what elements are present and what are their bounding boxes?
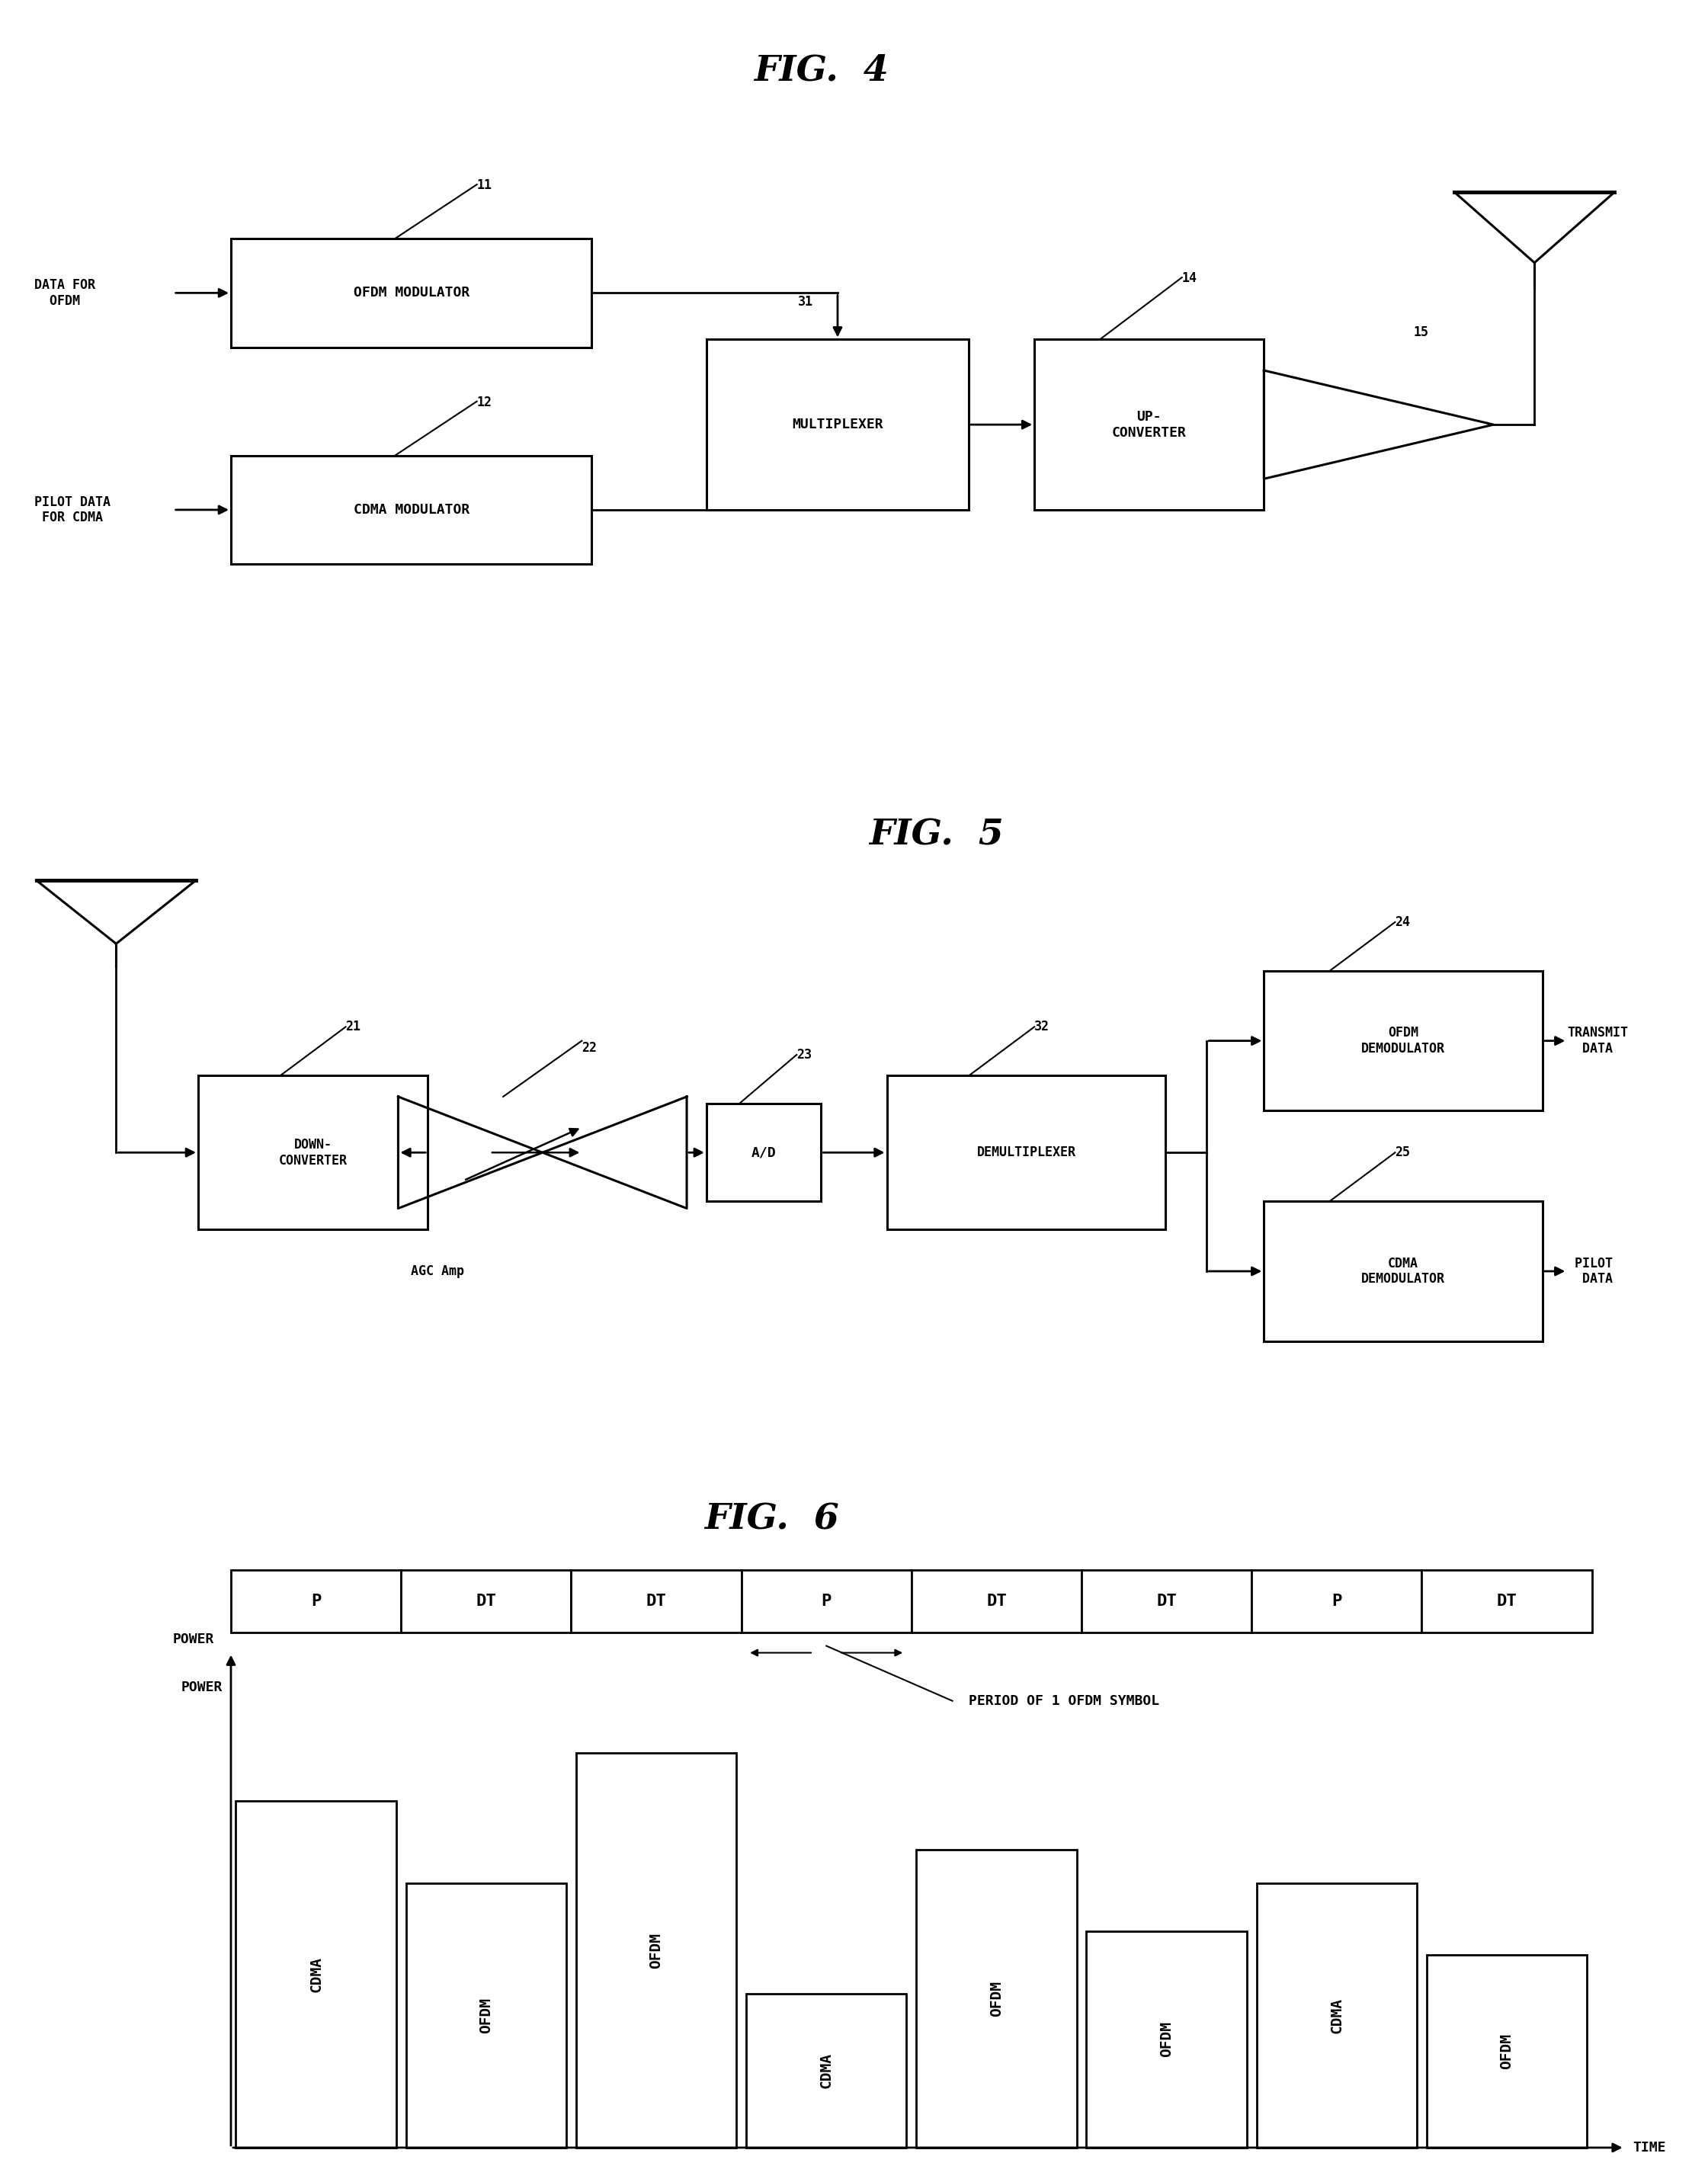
Text: 11: 11	[477, 179, 492, 192]
Text: POWER: POWER	[173, 1632, 215, 1645]
Text: P: P	[822, 1593, 832, 1608]
Text: PILOT DATA
 FOR CDMA: PILOT DATA FOR CDMA	[34, 495, 111, 524]
Text: DT: DT	[477, 1593, 497, 1608]
Text: CDMA: CDMA	[1329, 1997, 1344, 2034]
Bar	[570, 1571, 741, 1632]
Text: DOWN-
CONVERTER: DOWN- CONVERTER	[278, 1137, 347, 1167]
Bar	[231, 1571, 401, 1632]
Bar	[231, 456, 591, 565]
Text: OFDM
DEMODULATOR: OFDM DEMODULATOR	[1361, 1026, 1445, 1056]
Bar	[1426, 1955, 1587, 2147]
Text: DT: DT	[1496, 1593, 1517, 1608]
Text: TIME: TIME	[1633, 2141, 1665, 2154]
Text: CDMA MODULATOR: CDMA MODULATOR	[354, 504, 470, 517]
Text: FIG.  6: FIG. 6	[705, 1501, 839, 1536]
Bar	[746, 1994, 907, 2147]
Text: MULTIPLEXER: MULTIPLEXER	[793, 417, 883, 432]
Bar	[915, 1850, 1076, 2147]
Text: OFDM: OFDM	[989, 1981, 1004, 2016]
Bar	[741, 1571, 912, 1632]
Text: FIG.  4: FIG. 4	[753, 52, 888, 87]
Text: 22: 22	[582, 1041, 598, 1054]
Bar	[1252, 1571, 1421, 1632]
Text: DT: DT	[1156, 1593, 1177, 1608]
Text: 23: 23	[796, 1047, 811, 1063]
Text: 15: 15	[1413, 325, 1428, 340]
Text: OFDM: OFDM	[1500, 2034, 1513, 2069]
Text: 31: 31	[798, 295, 813, 308]
Text: 32: 32	[1035, 1021, 1050, 1034]
Text: CDMA
DEMODULATOR: CDMA DEMODULATOR	[1361, 1257, 1445, 1285]
Bar	[198, 1076, 427, 1228]
Text: P: P	[1332, 1593, 1342, 1608]
Text: PILOT
  DATA: PILOT DATA	[1568, 1257, 1612, 1285]
Text: 25: 25	[1395, 1146, 1411, 1159]
Text: PERIOD OF 1 OFDM SYMBOL: PERIOD OF 1 OFDM SYMBOL	[968, 1693, 1160, 1709]
Text: OFDM: OFDM	[1160, 2021, 1173, 2058]
Bar	[1035, 340, 1264, 511]
Bar	[1264, 1202, 1542, 1342]
Text: P: P	[311, 1593, 321, 1608]
Text: DT: DT	[986, 1593, 1006, 1608]
Bar	[1421, 1571, 1592, 1632]
Bar	[236, 1800, 396, 2147]
Bar	[231, 238, 591, 347]
Text: 24: 24	[1395, 916, 1411, 930]
Bar	[1081, 1571, 1252, 1632]
Text: TRANSMIT
  DATA: TRANSMIT DATA	[1568, 1026, 1628, 1056]
Bar	[707, 1104, 822, 1202]
Bar	[401, 1571, 570, 1632]
Text: POWER: POWER	[181, 1680, 222, 1693]
Bar	[886, 1076, 1165, 1228]
Text: 12: 12	[477, 395, 492, 410]
Text: AGC Amp: AGC Amp	[412, 1263, 465, 1279]
Text: DT: DT	[646, 1593, 666, 1608]
Text: A/D: A/D	[752, 1146, 775, 1159]
Text: 21: 21	[345, 1021, 360, 1034]
Text: UP-
CONVERTER: UP- CONVERTER	[1112, 410, 1187, 439]
Text: DATA FOR
  OFDM: DATA FOR OFDM	[34, 277, 96, 308]
Text: 14: 14	[1182, 271, 1197, 286]
Text: OFDM: OFDM	[649, 1933, 663, 1968]
Text: DEMULTIPLEXER: DEMULTIPLEXER	[977, 1146, 1076, 1159]
Text: OFDM: OFDM	[478, 1997, 494, 2034]
Bar	[407, 1883, 567, 2147]
Text: OFDM MODULATOR: OFDM MODULATOR	[354, 286, 470, 299]
Text: CDMA: CDMA	[820, 2053, 834, 2088]
Bar	[707, 340, 968, 511]
Bar	[912, 1571, 1081, 1632]
Text: FIG.  5: FIG. 5	[869, 818, 1003, 853]
Bar	[1257, 1883, 1418, 2147]
Bar	[576, 1752, 736, 2147]
Text: CDMA: CDMA	[309, 1957, 323, 1992]
Bar	[1086, 1931, 1247, 2147]
Bar	[1264, 971, 1542, 1111]
